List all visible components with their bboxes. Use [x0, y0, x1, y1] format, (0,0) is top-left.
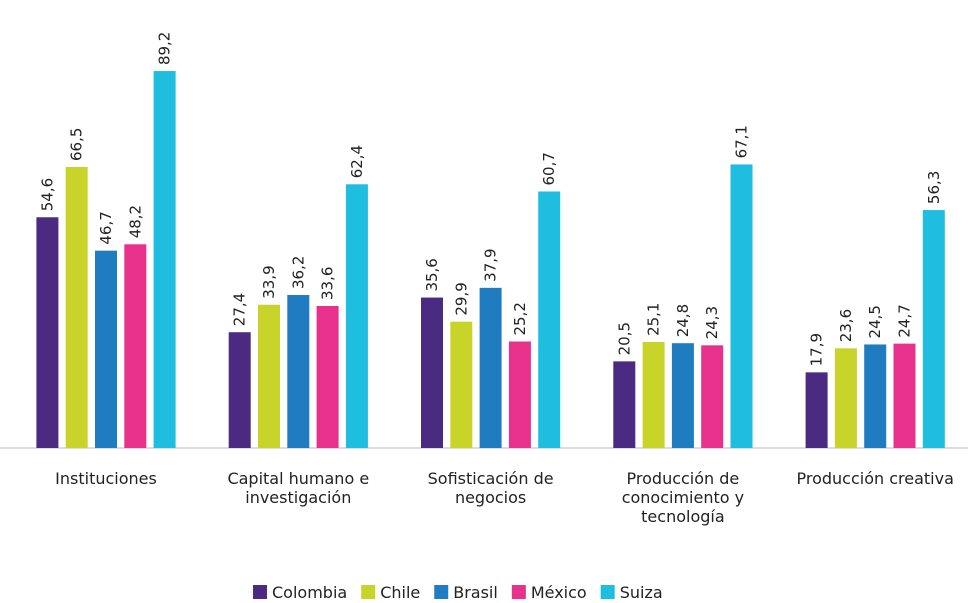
- legend-label: Colombia: [272, 583, 347, 602]
- bar: [95, 250, 117, 448]
- value-label: 35,6: [423, 258, 441, 291]
- bar: [450, 321, 473, 448]
- value-label: 89,2: [156, 32, 174, 65]
- value-label: 25,1: [645, 303, 663, 336]
- bar: [864, 344, 887, 448]
- value-label: 23,6: [837, 309, 855, 342]
- value-label: 60,7: [540, 152, 558, 185]
- bar: [421, 297, 443, 448]
- x-tick-label: Capital humano e investigación: [227, 469, 369, 507]
- x-tick-label: Sofisticación de negocios: [428, 469, 554, 507]
- legend-swatch: [361, 585, 376, 599]
- legend-swatch: [600, 585, 615, 599]
- legend-label: Brasil: [453, 583, 498, 602]
- value-label: 33,6: [319, 267, 337, 300]
- value-label: 67,1: [733, 125, 751, 158]
- bar: [65, 166, 88, 448]
- value-label: 17,9: [808, 333, 826, 366]
- x-tick-label: Instituciones: [55, 469, 157, 488]
- value-label: 24,3: [703, 306, 721, 339]
- value-label: 54,6: [38, 178, 56, 211]
- x-tick-label: Producción creativa: [796, 469, 953, 488]
- value-label: 62,4: [348, 145, 366, 178]
- bar: [730, 164, 753, 448]
- value-label: 33,9: [260, 265, 278, 298]
- bar: [124, 244, 147, 448]
- bar: [805, 372, 828, 448]
- bar: [228, 332, 251, 448]
- bar: [701, 345, 724, 448]
- value-label: 24,5: [866, 305, 884, 338]
- value-label: 48,2: [126, 205, 144, 238]
- bar: [893, 343, 916, 448]
- bar: [36, 217, 59, 448]
- value-label: 56,3: [925, 171, 943, 204]
- value-label: 25,2: [511, 302, 529, 335]
- value-label: 36,2: [289, 256, 307, 289]
- bar: [508, 341, 531, 448]
- legend-swatch: [511, 585, 526, 599]
- bar: [345, 184, 368, 448]
- legend-swatch: [253, 585, 267, 599]
- value-label: 24,8: [674, 304, 692, 337]
- bar: [613, 361, 636, 448]
- legend-label: Chile: [380, 583, 420, 602]
- value-label: 66,5: [68, 128, 86, 161]
- legend-label: México: [531, 583, 587, 602]
- bar: [479, 287, 502, 448]
- legend-label: Suiza: [620, 583, 663, 602]
- bar: [834, 348, 857, 448]
- value-label: 37,9: [482, 248, 500, 281]
- bar: [671, 343, 694, 448]
- bar: [316, 306, 339, 448]
- bar: [153, 71, 176, 448]
- bar: [642, 341, 665, 448]
- legend-swatch: [434, 585, 449, 599]
- value-label: 27,4: [231, 293, 249, 326]
- bar: [287, 295, 310, 448]
- value-label: 46,7: [97, 211, 115, 244]
- value-label: 24,7: [896, 304, 914, 337]
- bar: [538, 191, 561, 448]
- value-label: 29,9: [452, 282, 470, 315]
- bar: [922, 210, 945, 448]
- bar: [258, 304, 280, 448]
- x-tick-label: Producción de conocimiento y tecnología: [622, 469, 744, 526]
- value-label: 20,5: [615, 322, 633, 355]
